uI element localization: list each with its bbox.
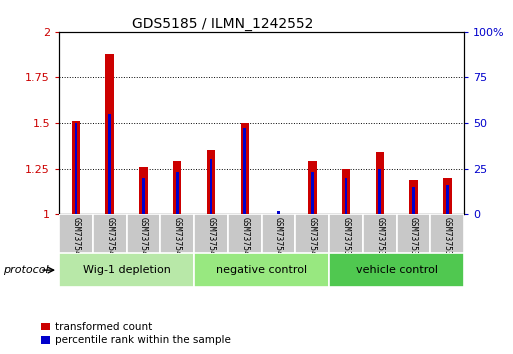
- Text: negative control: negative control: [216, 265, 307, 275]
- Text: GSM737537: GSM737537: [376, 217, 384, 261]
- Text: protocol: protocol: [3, 265, 48, 275]
- Text: GSM737546: GSM737546: [274, 217, 283, 261]
- Bar: [277, 211, 280, 214]
- Bar: [308, 161, 317, 214]
- Bar: [59, 214, 93, 253]
- Text: GSM737540: GSM737540: [71, 217, 81, 261]
- Bar: [409, 179, 418, 214]
- Text: GSM737541: GSM737541: [105, 217, 114, 261]
- Text: Wig-1 depletion: Wig-1 depletion: [83, 265, 170, 275]
- Bar: [363, 214, 397, 253]
- Bar: [412, 187, 415, 214]
- Text: vehicle control: vehicle control: [356, 265, 438, 275]
- Bar: [241, 123, 249, 214]
- Bar: [262, 214, 295, 253]
- Bar: [108, 114, 111, 214]
- Bar: [72, 121, 80, 214]
- Bar: [243, 129, 246, 214]
- Text: GSM737536: GSM737536: [342, 217, 350, 261]
- Bar: [160, 214, 194, 253]
- Bar: [329, 214, 363, 253]
- Bar: [311, 172, 313, 214]
- Bar: [173, 161, 182, 214]
- Bar: [342, 169, 350, 214]
- Text: GSM737543: GSM737543: [173, 217, 182, 261]
- Text: GSM737539: GSM737539: [443, 217, 452, 261]
- Bar: [142, 178, 145, 214]
- Bar: [74, 123, 77, 214]
- Bar: [345, 178, 347, 214]
- Text: GSM737538: GSM737538: [409, 217, 418, 261]
- Bar: [194, 214, 228, 253]
- Bar: [228, 214, 262, 253]
- Bar: [127, 214, 160, 253]
- Bar: [106, 54, 114, 214]
- Bar: [176, 172, 179, 214]
- Text: GSM737544: GSM737544: [206, 217, 215, 261]
- Legend: transformed count, percentile rank within the sample: transformed count, percentile rank withi…: [41, 322, 230, 345]
- Bar: [443, 178, 451, 214]
- Bar: [59, 253, 194, 287]
- Bar: [376, 152, 384, 214]
- Bar: [207, 150, 215, 214]
- Bar: [194, 253, 329, 287]
- Bar: [379, 169, 381, 214]
- Bar: [446, 185, 449, 214]
- Bar: [329, 253, 464, 287]
- Text: GDS5185 / ILMN_1242552: GDS5185 / ILMN_1242552: [132, 17, 313, 31]
- Bar: [295, 214, 329, 253]
- Bar: [430, 214, 464, 253]
- Bar: [210, 159, 212, 214]
- Text: GSM737547: GSM737547: [308, 217, 317, 261]
- Bar: [139, 167, 148, 214]
- Text: GSM737545: GSM737545: [240, 217, 249, 261]
- Bar: [397, 214, 430, 253]
- Text: GSM737542: GSM737542: [139, 217, 148, 261]
- Bar: [93, 214, 127, 253]
